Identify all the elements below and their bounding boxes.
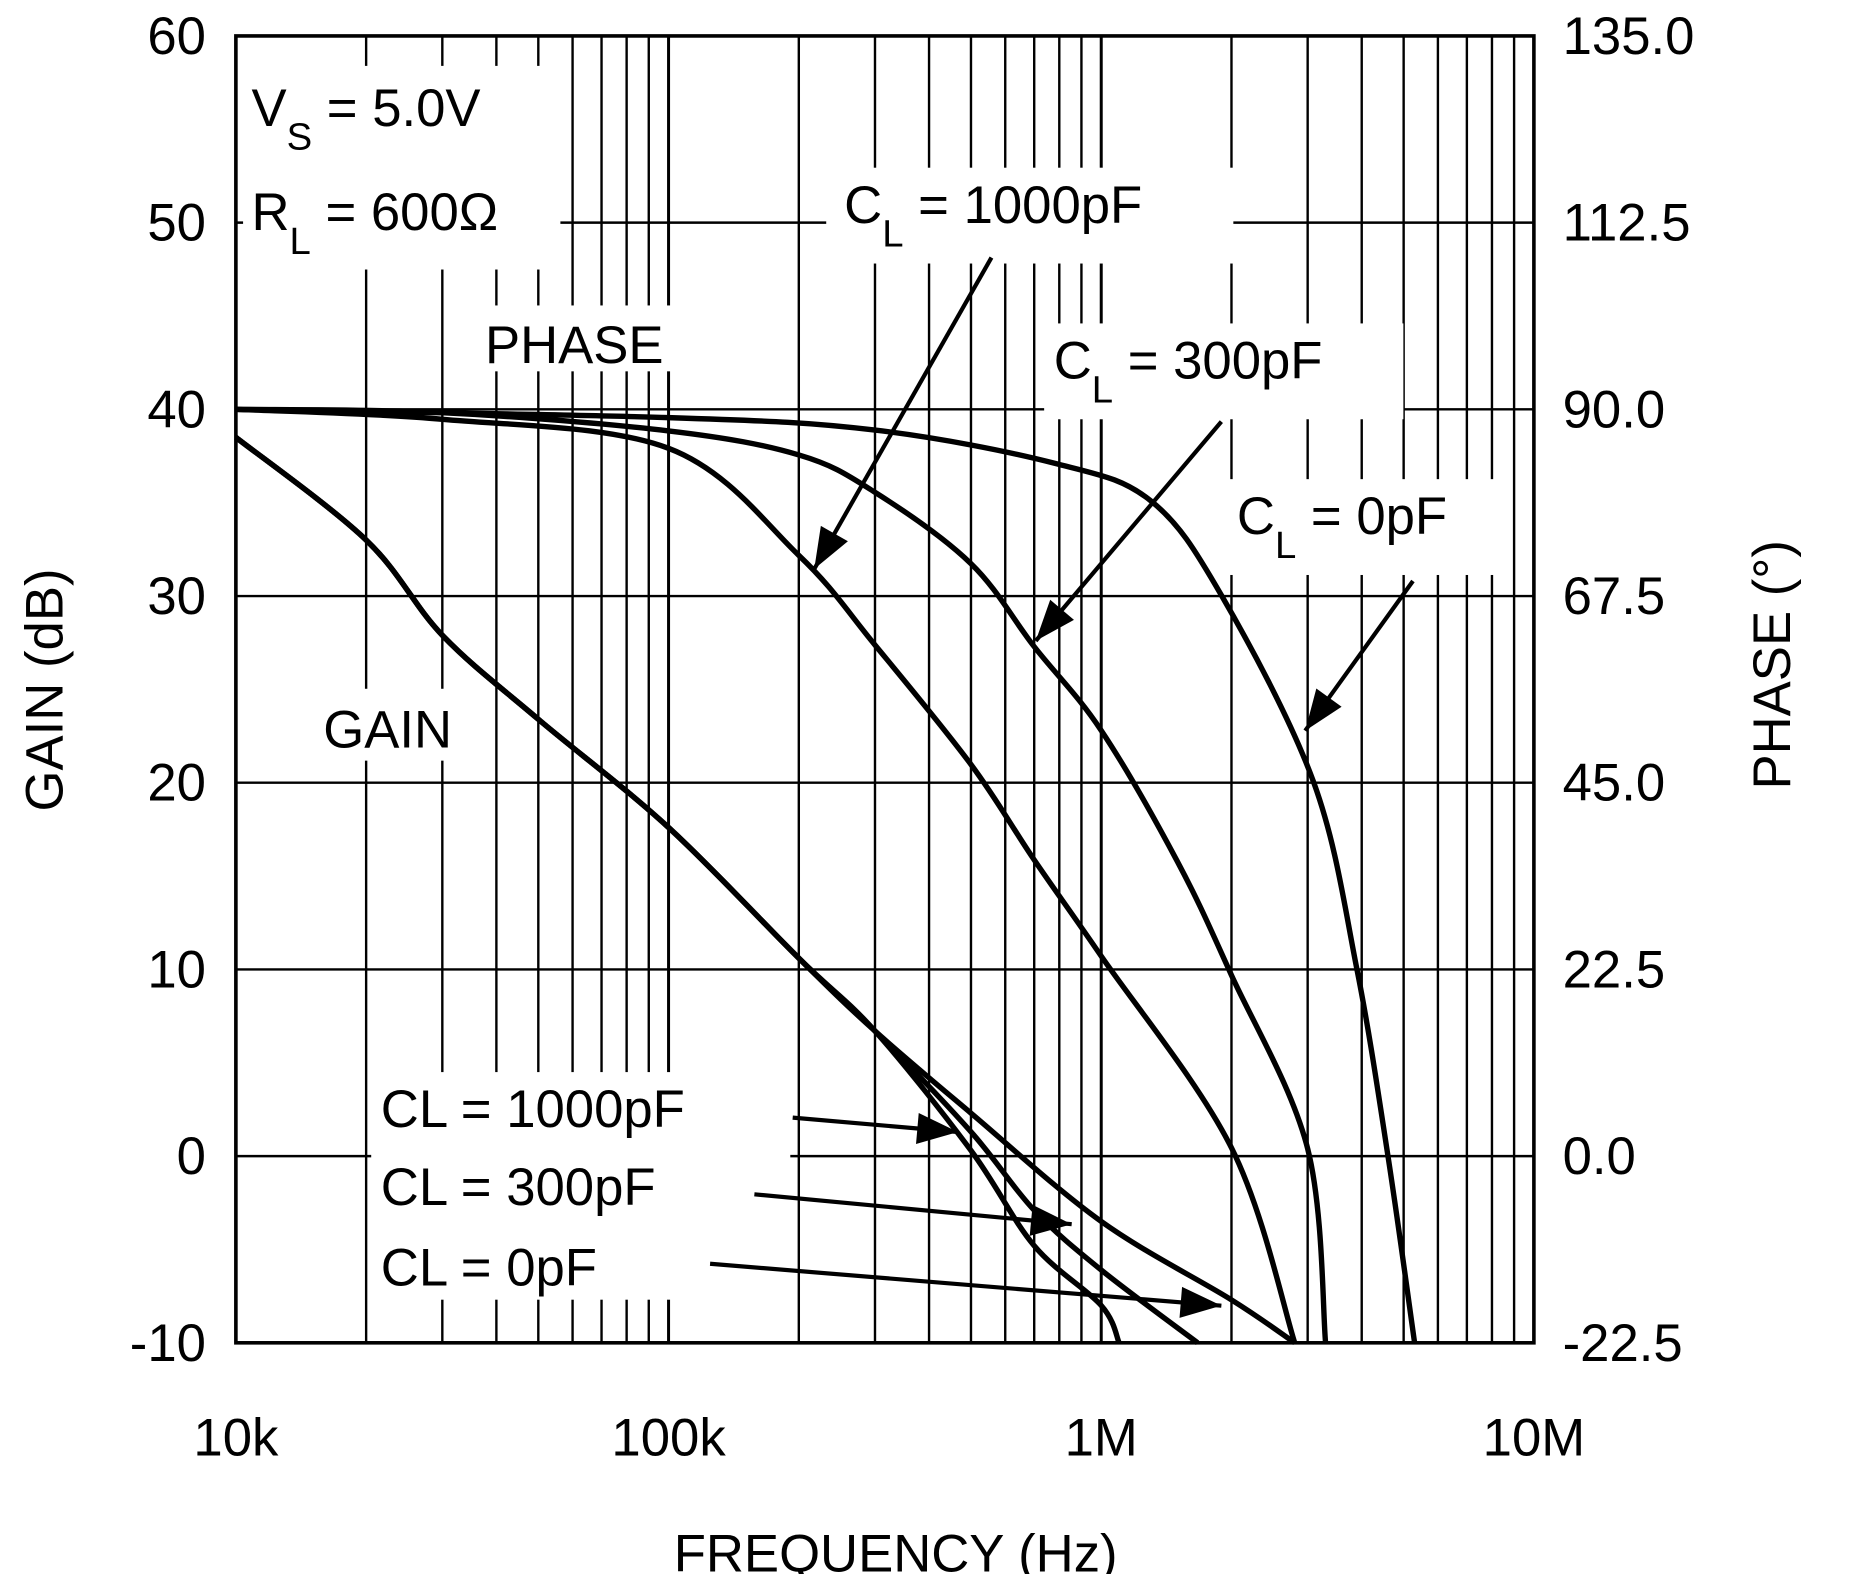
y-tick-label: -10 xyxy=(130,1314,206,1373)
y-tick-label: 60 xyxy=(147,7,206,66)
arrowhead xyxy=(814,525,848,569)
label-backgrounds xyxy=(243,65,1503,1300)
gain-0pf-label: CL = 0pF xyxy=(381,1238,597,1297)
y2-axis-label: PHASE (°) xyxy=(1743,540,1802,789)
arrowhead xyxy=(1179,1286,1222,1318)
arrowhead xyxy=(1029,1204,1072,1236)
x-tick-label: 1M xyxy=(1065,1408,1138,1467)
arrowhead xyxy=(1305,688,1342,731)
arrowhead xyxy=(916,1112,958,1144)
vs-condition: VS = 5.0V xyxy=(251,79,480,159)
y-tick-label: 10 xyxy=(147,940,206,999)
y2-tick-label: 112.5 xyxy=(1563,194,1691,253)
y2-tick-label: 22.5 xyxy=(1563,940,1666,999)
annotation-arrows xyxy=(709,256,1415,1318)
y-axis-label: GAIN (dB) xyxy=(15,568,74,811)
y2-tick-label: 45.0 xyxy=(1563,754,1666,813)
x-tick-label: 100k xyxy=(611,1408,726,1467)
phase-300pf-label: CL = 300pF xyxy=(1054,332,1323,412)
gain-1000pf-label: CL = 1000pF xyxy=(381,1080,685,1139)
arrow-line xyxy=(812,256,994,571)
arrow-line xyxy=(1034,420,1223,643)
arrow-line xyxy=(709,1261,1222,1308)
phase-1000pf-label: CL = 1000pF xyxy=(844,176,1142,256)
tick-labels: 10k 100k 1M 10M 60 50 40 30 20 10 0 -10 135.0 112.5 90… xyxy=(130,7,1695,1468)
y2-tick-label: 90.0 xyxy=(1563,380,1666,439)
y2-tick-label: -22.5 xyxy=(1563,1314,1683,1373)
x-axis-label: FREQUENCY (Hz) xyxy=(674,1525,1118,1574)
phase-curve-1000pf xyxy=(235,406,1298,1344)
gain-region-label: GAIN xyxy=(323,700,452,759)
phase-curve-0pf xyxy=(235,406,1418,1344)
y2-tick-label: 67.5 xyxy=(1563,567,1666,626)
y2-tick-label: 0.0 xyxy=(1563,1127,1636,1186)
phase-region-label: PHASE xyxy=(485,316,664,375)
arrowhead xyxy=(1035,599,1074,641)
arrow-line xyxy=(754,1192,1072,1227)
y-tick-label: 0 xyxy=(177,1127,206,1186)
gain-curve-0pf xyxy=(234,435,1297,1346)
y-tick-label: 20 xyxy=(147,754,206,813)
y2-tick-label: 135.0 xyxy=(1563,7,1695,66)
y-tick-label: 30 xyxy=(147,567,206,626)
x-tick-label: 10M xyxy=(1483,1408,1585,1467)
phase-0pf-label: CL = 0pF xyxy=(1237,487,1447,567)
rl-condition: RL = 600Ω xyxy=(251,183,498,263)
x-tick-label: 10k xyxy=(193,1408,279,1467)
y-tick-label: 40 xyxy=(147,380,206,439)
gain-300pf-label: CL = 300pF xyxy=(381,1158,656,1217)
phase-curve-300pf xyxy=(235,406,1329,1344)
y-tick-label: 50 xyxy=(147,194,206,253)
plot-frame xyxy=(234,34,1536,1345)
